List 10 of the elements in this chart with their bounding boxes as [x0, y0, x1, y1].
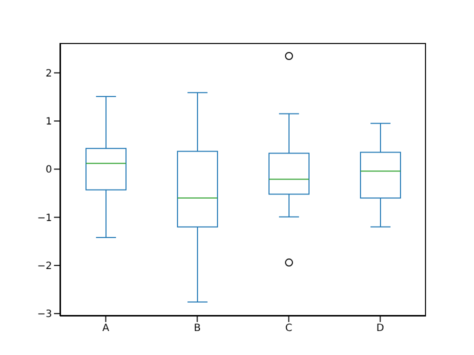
y-tick-label: −1	[37, 212, 52, 224]
y-tick-label: 1	[46, 116, 52, 128]
y-tick-label: −2	[37, 260, 52, 272]
x-tick-label: A	[102, 323, 110, 334]
x-tick-label: B	[194, 323, 201, 334]
x-tick-label: D	[376, 323, 384, 334]
y-tick-label: 0	[46, 164, 52, 176]
y-tick-label: 2	[46, 68, 52, 80]
y-tick-label: −3	[37, 309, 52, 320]
x-tick-label: C	[285, 323, 292, 334]
